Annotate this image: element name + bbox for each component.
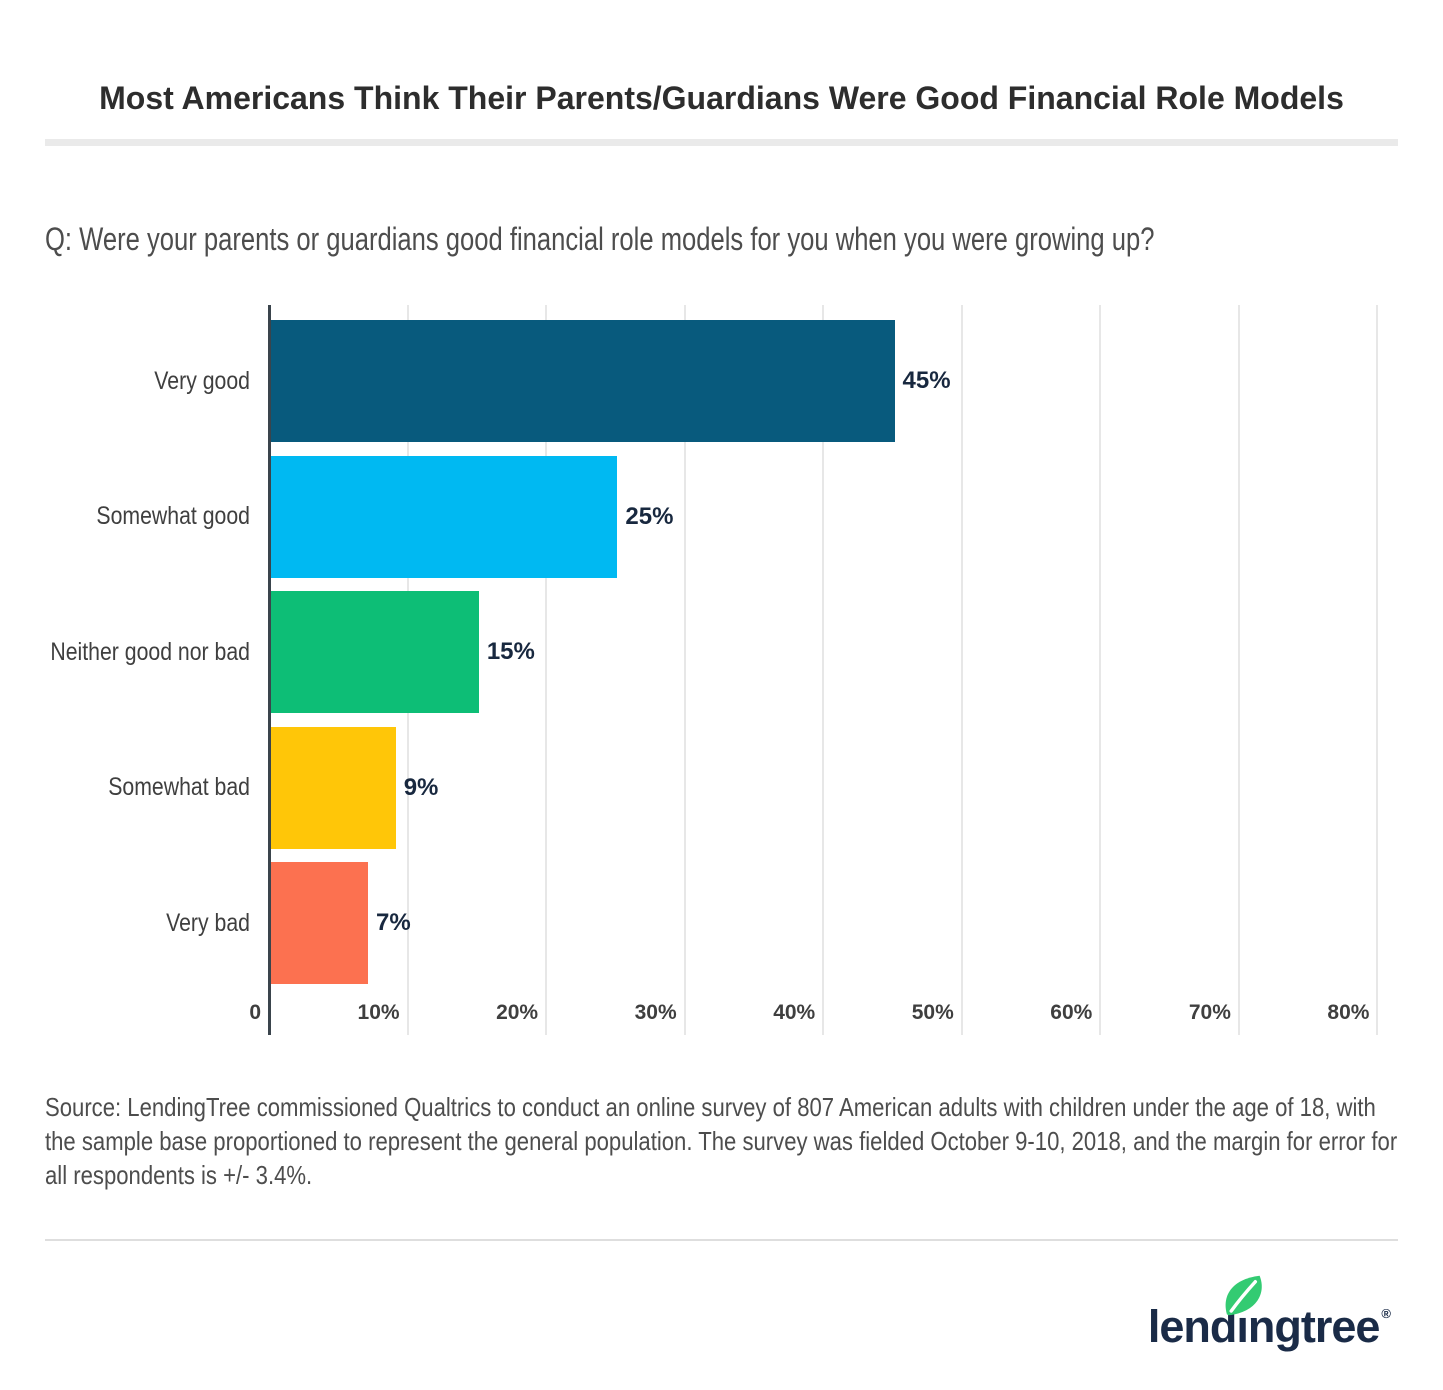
chart-title: Most Americans Think Their Parents/Guard… [99, 80, 1344, 116]
x-tick-label: 40% [773, 1001, 816, 1024]
leaf-icon [1225, 1275, 1263, 1316]
x-tick-label: 20% [496, 1001, 539, 1024]
category-label: Very good [154, 366, 250, 395]
gridline [1376, 305, 1379, 1035]
gridline [545, 305, 548, 1035]
x-tick-label: 70% [1188, 1001, 1231, 1024]
logo-text: lend ı ngtree [1147, 1275, 1381, 1352]
y-axis-line [268, 305, 271, 1035]
bar [271, 591, 479, 713]
x-tick-label: 30% [634, 1001, 677, 1024]
gridline [1237, 305, 1240, 1035]
bar [271, 862, 368, 984]
registered-mark: ® [1381, 1306, 1391, 1321]
bar [271, 726, 396, 849]
category-labels: Very good Somewhat good Neither good nor b… [0, 305, 250, 1035]
bar-value-label: 45% [902, 367, 951, 394]
plot-area: 0 10% 20% 30% 40% 50% 60% 70% 80% 45% 25% 15% 9% 7% [249, 305, 1400, 1035]
category-label: Very bad [166, 908, 250, 937]
bar-value-label: 7% [375, 909, 411, 936]
category-label: Somewhat bad [108, 773, 251, 801]
logo-dotless-i: ı [1236, 1301, 1248, 1352]
bar [271, 320, 895, 442]
logo-letter-i: ı [1225, 1275, 1263, 1352]
category-label: Somewhat good [96, 502, 251, 530]
logo-text-suffix: ngtree [1247, 1301, 1381, 1352]
survey-question: Q: Were your parents or guardians good f… [45, 221, 1155, 257]
x-tick-label: 0 [249, 1001, 261, 1024]
lendingtree-logo: lend ı ngtree ® [1147, 1275, 1391, 1352]
x-tick-label: 80% [1327, 1001, 1370, 1024]
bar [271, 455, 618, 578]
bar-value-label: 25% [625, 502, 674, 530]
x-tick-label: 50% [911, 1001, 954, 1024]
category-label: Neither good nor bad [50, 637, 250, 666]
gridline [1099, 305, 1102, 1035]
gridline [683, 305, 686, 1035]
x-tick-label: 60% [1050, 1001, 1093, 1024]
bar-value-label: 15% [486, 638, 535, 665]
bar-value-label: 9% [403, 773, 439, 801]
gridline [960, 305, 963, 1035]
x-tick-label: 10% [357, 1001, 400, 1024]
source-note: Source: LendingTree commissioned Qualtri… [45, 1092, 1398, 1190]
title-divider [45, 139, 1398, 146]
logo-text-prefix: lend [1147, 1301, 1238, 1352]
bar-chart: Very good Somewhat good Neither good nor b… [0, 305, 1443, 1035]
footer-divider [45, 1239, 1398, 1241]
gridline [822, 305, 825, 1035]
